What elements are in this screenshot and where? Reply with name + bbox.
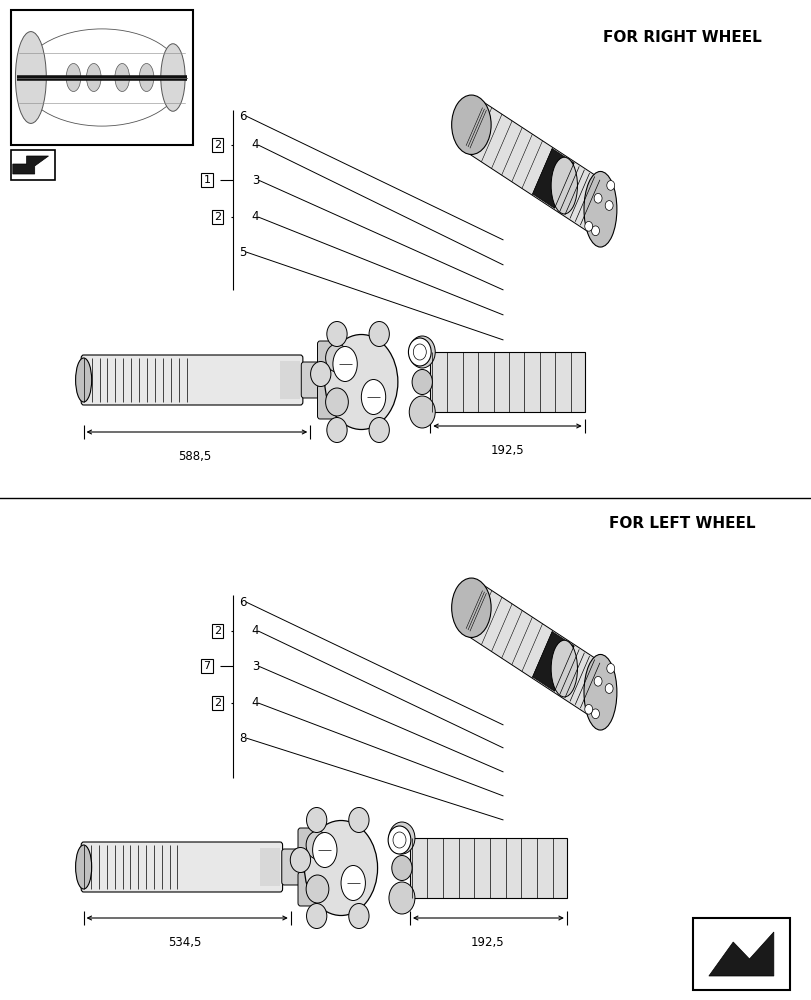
Circle shape: [413, 344, 426, 360]
Circle shape: [584, 221, 592, 231]
Circle shape: [584, 704, 592, 714]
Text: 2: 2: [214, 140, 221, 150]
Polygon shape: [13, 156, 49, 174]
Ellipse shape: [411, 369, 431, 394]
Ellipse shape: [327, 418, 347, 442]
Text: 3: 3: [251, 174, 259, 186]
Text: 192,5: 192,5: [490, 444, 524, 457]
Text: 192,5: 192,5: [470, 936, 504, 949]
Ellipse shape: [86, 64, 101, 92]
Circle shape: [606, 181, 614, 190]
FancyBboxPatch shape: [430, 352, 584, 412]
Ellipse shape: [304, 820, 377, 916]
Circle shape: [606, 664, 614, 673]
Circle shape: [306, 875, 328, 903]
Bar: [692, 918, 789, 990]
Circle shape: [388, 826, 410, 854]
Text: 4: 4: [251, 624, 259, 638]
Circle shape: [388, 882, 414, 914]
FancyBboxPatch shape: [298, 872, 320, 906]
Ellipse shape: [66, 64, 80, 92]
Ellipse shape: [348, 808, 368, 832]
Ellipse shape: [348, 904, 368, 928]
Text: 2: 2: [214, 626, 221, 636]
Circle shape: [604, 201, 612, 210]
Text: 588,5: 588,5: [178, 450, 211, 463]
FancyBboxPatch shape: [298, 828, 320, 862]
Ellipse shape: [290, 848, 310, 872]
Ellipse shape: [115, 64, 129, 92]
Circle shape: [306, 831, 328, 859]
Ellipse shape: [583, 654, 616, 730]
Circle shape: [409, 336, 435, 368]
Ellipse shape: [327, 322, 347, 347]
Ellipse shape: [451, 578, 491, 637]
FancyBboxPatch shape: [280, 361, 300, 399]
Polygon shape: [461, 101, 610, 233]
Ellipse shape: [361, 379, 385, 414]
Text: FOR LEFT WHEEL: FOR LEFT WHEEL: [608, 516, 754, 532]
Circle shape: [591, 709, 599, 719]
Text: 3: 3: [251, 660, 259, 672]
Text: 534,5: 534,5: [168, 936, 202, 949]
Ellipse shape: [22, 29, 182, 126]
Circle shape: [408, 338, 431, 366]
Text: FOR RIGHT WHEEL: FOR RIGHT WHEEL: [602, 30, 761, 45]
Text: 6: 6: [239, 595, 247, 608]
Ellipse shape: [15, 32, 46, 123]
Ellipse shape: [391, 856, 411, 880]
Circle shape: [604, 684, 612, 693]
Bar: [11, 150, 55, 180]
Circle shape: [388, 822, 414, 854]
Text: 2: 2: [214, 212, 221, 222]
Ellipse shape: [583, 171, 616, 247]
FancyBboxPatch shape: [410, 838, 566, 898]
FancyBboxPatch shape: [81, 355, 303, 405]
Circle shape: [594, 193, 601, 203]
Text: 4: 4: [251, 696, 259, 710]
Ellipse shape: [368, 322, 388, 347]
Text: 1: 1: [204, 175, 210, 185]
Ellipse shape: [312, 832, 337, 867]
Ellipse shape: [551, 640, 577, 697]
Polygon shape: [461, 584, 610, 716]
Ellipse shape: [307, 904, 326, 928]
Ellipse shape: [451, 95, 491, 154]
FancyBboxPatch shape: [81, 842, 282, 892]
Ellipse shape: [75, 845, 92, 889]
Text: 2: 2: [214, 698, 221, 708]
Text: 8: 8: [239, 732, 247, 744]
FancyBboxPatch shape: [301, 362, 326, 398]
Ellipse shape: [139, 64, 153, 92]
Text: 5: 5: [239, 245, 247, 258]
Circle shape: [325, 344, 348, 372]
Ellipse shape: [368, 418, 388, 442]
Text: 4: 4: [251, 138, 259, 151]
Ellipse shape: [324, 334, 397, 430]
Ellipse shape: [310, 361, 331, 386]
Polygon shape: [532, 632, 573, 691]
Polygon shape: [708, 932, 773, 976]
FancyBboxPatch shape: [281, 849, 307, 885]
FancyBboxPatch shape: [317, 341, 340, 375]
Text: 6: 6: [239, 109, 247, 122]
Ellipse shape: [551, 157, 577, 214]
Ellipse shape: [161, 44, 185, 111]
Circle shape: [325, 388, 348, 416]
Ellipse shape: [341, 865, 365, 900]
Circle shape: [591, 226, 599, 236]
Bar: [11, 10, 193, 145]
Polygon shape: [532, 149, 573, 208]
FancyBboxPatch shape: [317, 385, 340, 419]
Circle shape: [594, 676, 601, 686]
Ellipse shape: [333, 347, 357, 381]
Ellipse shape: [307, 808, 326, 832]
FancyBboxPatch shape: [260, 848, 280, 886]
Ellipse shape: [75, 358, 92, 402]
Circle shape: [409, 396, 435, 428]
Circle shape: [393, 832, 406, 848]
Text: 7: 7: [204, 661, 210, 671]
Text: 4: 4: [251, 211, 259, 224]
